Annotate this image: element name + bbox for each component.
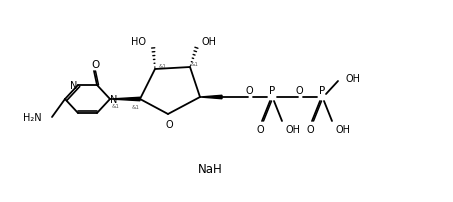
- Text: OH: OH: [285, 124, 300, 134]
- Text: OH: OH: [335, 124, 350, 134]
- Text: N: N: [70, 81, 77, 90]
- Text: &1: &1: [159, 63, 167, 68]
- Text: P: P: [319, 86, 325, 96]
- Text: O: O: [306, 124, 314, 134]
- Text: OH: OH: [202, 37, 217, 47]
- Text: OH: OH: [346, 74, 361, 84]
- Text: &1: &1: [112, 104, 120, 109]
- Text: N: N: [111, 95, 118, 104]
- Text: O: O: [165, 119, 173, 129]
- Text: &1: &1: [132, 105, 140, 110]
- Text: NaH: NaH: [198, 163, 222, 176]
- Text: H₂N: H₂N: [24, 113, 42, 122]
- Polygon shape: [110, 98, 140, 101]
- Text: O: O: [295, 86, 303, 96]
- Text: P: P: [269, 86, 275, 96]
- Text: O: O: [91, 60, 99, 70]
- Text: HO: HO: [130, 37, 145, 47]
- Text: O: O: [256, 124, 264, 134]
- Polygon shape: [200, 96, 222, 99]
- Text: &1: &1: [191, 61, 199, 66]
- Text: O: O: [245, 86, 253, 96]
